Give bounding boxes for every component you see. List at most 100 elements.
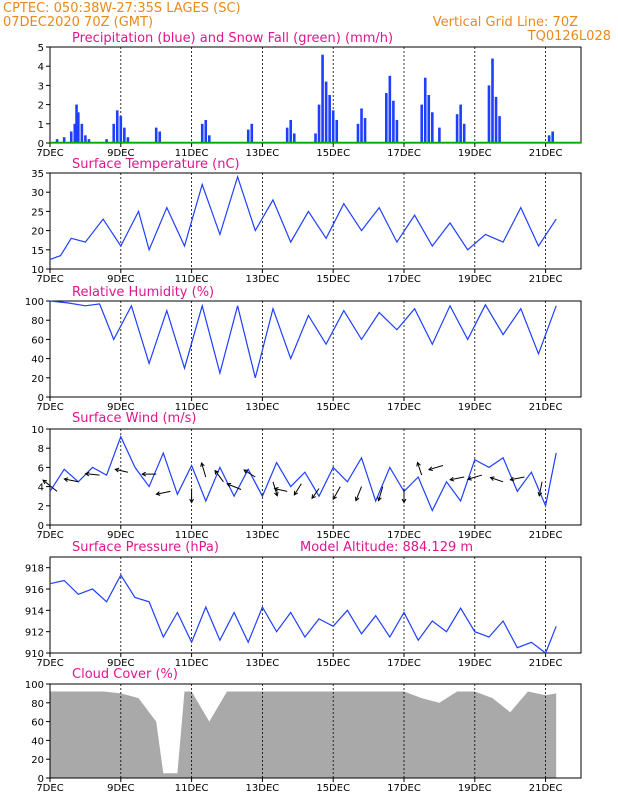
cloud-xtick-label: 13DEC — [246, 783, 280, 794]
wind-arrow — [538, 481, 543, 496]
temp-frame — [49, 172, 582, 270]
wind-xtick-label: 21DEC — [529, 530, 563, 541]
temp-xtick-label: 17DEC — [387, 274, 421, 285]
wind-arrow — [115, 468, 128, 473]
precip-xtick-label: 7DEC — [36, 148, 63, 159]
precip-bar — [551, 131, 554, 143]
wind-arrow — [293, 483, 302, 496]
rh-xtick-label: 13DEC — [246, 402, 280, 413]
wind-arrow-head — [449, 476, 455, 482]
precip-ytick-label: 2 — [38, 101, 44, 112]
precip-bar — [363, 118, 367, 143]
wind-arrow-head — [427, 466, 433, 471]
precip-bar — [427, 95, 431, 143]
wind-arrow — [450, 476, 465, 481]
precip-ytick-label: 4 — [38, 62, 44, 73]
temp-xtick-label: 7DEC — [36, 274, 63, 285]
cloud-ytick-label: 20 — [31, 755, 44, 766]
precip-bar — [498, 116, 501, 143]
cloud-ytick-label: 60 — [31, 718, 44, 729]
wind-arrow-head — [274, 491, 279, 497]
precip-bar — [395, 119, 399, 143]
pres-frame — [49, 556, 582, 654]
wind-arrow — [243, 469, 256, 478]
wind-arrow — [42, 479, 58, 492]
wind-xtick-label: 15DEC — [316, 530, 350, 541]
precip-bar — [356, 123, 360, 143]
wind-xtick-label: 9DEC — [107, 530, 134, 541]
wind-arrow-head — [189, 498, 194, 504]
precip-xtick-label: 13DEC — [246, 148, 280, 159]
precip-bar — [462, 123, 466, 143]
rh-frame — [49, 300, 582, 398]
precip-bar — [547, 135, 551, 143]
precip-bar — [431, 112, 434, 143]
precip-bar — [200, 123, 204, 143]
precip-bar — [87, 139, 91, 143]
wind-arrow — [201, 462, 207, 478]
pres-ytick-label: 912 — [25, 628, 44, 639]
precip-title: Precipitation (blue) and Snow Fall (gree… — [72, 31, 393, 46]
wind-arrow — [274, 488, 288, 492]
rh-ytick-label: 0 — [38, 393, 44, 404]
wind-arrow-head — [226, 482, 232, 488]
rh-xtick-label: 17DEC — [387, 402, 421, 413]
wind-arrow — [156, 490, 171, 495]
precip-ytick-label: 5 — [38, 43, 44, 54]
temp-xtick-label: 21DEC — [529, 274, 563, 285]
wind-xtick-label: 13DEC — [246, 530, 280, 541]
wind-arrow-head — [401, 498, 407, 504]
wind-arrow-head — [466, 476, 472, 481]
cloud-ytick-label: 80 — [31, 699, 44, 710]
rh-xtick-label: 7DEC — [36, 402, 63, 413]
precip-bar — [105, 139, 108, 143]
precip-bar — [289, 119, 293, 143]
precip-xtick-label: 9DEC — [107, 148, 134, 159]
header-run: 07DEC2020 70Z (GMT) — [3, 15, 153, 30]
rh-xtick-label: 15DEC — [316, 402, 350, 413]
temp-ytick-label: 30 — [31, 188, 44, 199]
temp-xtick-label: 11DEC — [175, 274, 209, 285]
cloud-ytick-label: 40 — [31, 736, 44, 747]
pres-xtick-label: 17DEC — [387, 658, 421, 669]
wind-arrow-head — [155, 491, 161, 496]
pres-xtick-label: 15DEC — [316, 658, 350, 669]
pres-ytick-label: 910 — [25, 649, 44, 660]
precip-bar — [84, 135, 87, 143]
pres-xtick-label: 7DEC — [36, 658, 63, 669]
wind-arrow-head — [416, 461, 421, 467]
header-model: TQ0126L028 — [527, 29, 611, 44]
cloud-xtick-label: 11DEC — [175, 783, 209, 794]
cloud-xtick-label: 9DEC — [107, 783, 134, 794]
precip-bar — [494, 96, 498, 143]
wind-arrow — [510, 476, 525, 481]
precip-bar — [119, 116, 123, 143]
wind-arrow-head — [332, 495, 337, 501]
pres-xtick-label: 11DEC — [175, 658, 209, 669]
precip-bar — [158, 131, 162, 143]
precip-bar — [80, 123, 84, 143]
precip-xtick-label: 17DEC — [387, 148, 421, 159]
precip-bar — [331, 110, 335, 143]
pres-xtick-label: 13DEC — [246, 658, 280, 669]
rh-series-line — [49, 300, 557, 378]
rh-ytick-label: 20 — [31, 374, 44, 385]
pres-series-line — [49, 573, 557, 654]
wind-arrow — [355, 486, 362, 501]
wind-arrow — [311, 488, 320, 499]
wind-arrow — [64, 478, 79, 483]
precip-ytick-label: 0 — [38, 139, 44, 150]
rh-xtick-label: 11DEC — [175, 402, 209, 413]
rh-xtick-label: 9DEC — [107, 402, 134, 413]
wind-arrow-head — [537, 491, 543, 497]
wind-arrow — [490, 477, 504, 483]
precip-bar — [360, 108, 363, 143]
precip-xtick-label: 11DEC — [175, 148, 209, 159]
pres-xtick-label: 21DEC — [529, 658, 563, 669]
precip-bar — [423, 77, 427, 143]
precip-frame — [49, 46, 582, 144]
precip-xtick-label: 21DEC — [529, 148, 563, 159]
cloud-xtick-label: 21DEC — [529, 783, 563, 794]
precip-bar — [385, 93, 388, 143]
wind-arrow — [226, 483, 242, 490]
